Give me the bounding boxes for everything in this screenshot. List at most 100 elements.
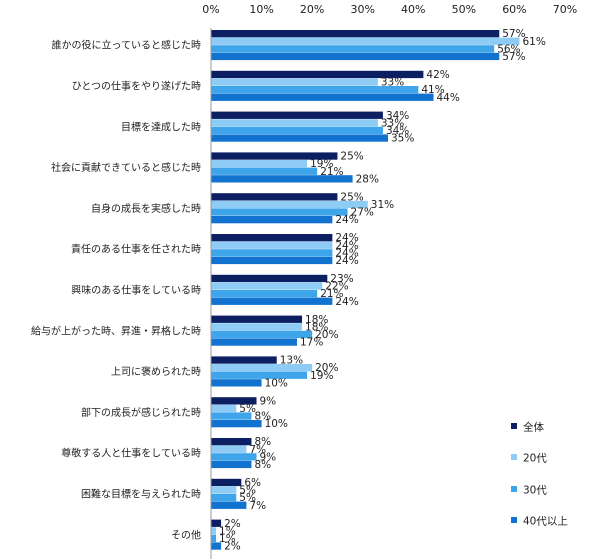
bar [211,45,495,53]
category-label: 自身の成長を実感した時 [91,202,201,215]
x-tick-label: 20% [300,3,324,16]
value-labels: 57%61%56%57%42%33%41%44%34%33%34%35%25%1… [219,28,546,552]
value-label: 5% [239,492,256,504]
bar [211,460,252,469]
value-label: 5% [239,403,256,415]
value-label: 23% [330,273,353,285]
legend-swatch [511,517,517,523]
bar [211,160,308,168]
category-label: 上司に褒められた時 [111,365,201,378]
value-label: 13% [280,355,303,367]
x-tick-label: 50% [452,3,476,16]
bar [211,404,237,413]
bar [211,315,303,323]
bar [211,30,500,38]
value-label: 24% [335,296,358,308]
category-label: その他 [171,528,201,541]
value-label: 31% [371,199,394,211]
category-label: 責任のある仕事を任された時 [71,243,201,256]
x-tick-label: 30% [350,3,374,16]
value-label: 28% [356,173,379,185]
bar [211,216,333,224]
legend-swatch [511,423,517,429]
value-label: 24% [335,247,358,259]
value-label: 44% [437,92,460,104]
value-label: 1% [219,533,236,545]
value-label: 22% [325,281,348,293]
value-label: 5% [239,485,256,497]
bar [211,152,338,160]
value-label: 6% [244,477,261,489]
bar [211,330,313,339]
value-label: 56% [497,43,520,55]
bar [211,200,368,209]
category-label: 困難な目標を与えられた時 [81,488,201,501]
category-label: ひとつの仕事をやり遂げた時 [72,80,201,93]
value-label: 33% [381,117,404,129]
value-label: 34% [386,110,409,122]
category-label: 尊敬する人と仕事をしている時 [61,447,201,460]
bar [211,412,252,420]
bar [211,453,257,461]
category-labels: 誰かの役に立っていると感じた時ひとつの仕事をやり遂げた時目標を達成した時社会に貢… [31,39,201,542]
value-label: 21% [320,288,343,300]
value-label: 1% [219,525,236,537]
bar [211,282,323,290]
bar [211,501,247,509]
value-label: 57% [502,51,525,63]
bar [211,86,419,94]
x-tick-label: 10% [249,3,273,16]
value-label: 24% [335,255,358,267]
bar [211,256,333,265]
legend-swatch [511,454,517,460]
bar [211,241,333,249]
bar [211,542,222,550]
value-label: 10% [265,377,288,389]
value-label: 19% [310,158,333,170]
bar [211,486,237,494]
legend-label: 20代 [523,453,547,465]
value-label: 8% [254,411,271,423]
value-label: 17% [300,337,323,349]
bar [211,37,520,45]
bar [211,297,333,305]
value-label: 7% [249,500,266,512]
value-label: 24% [335,214,358,226]
legend-label: 30代 [523,485,547,497]
bar [211,234,333,242]
bar [211,323,303,331]
value-label: 9% [260,451,277,463]
bar [211,249,333,257]
bar [211,397,257,405]
value-label: 35% [391,133,414,145]
bar [211,379,262,387]
legend-label: 40代以上 [523,516,568,528]
x-tick-label: 60% [502,3,526,16]
x-tick-label: 70% [553,3,577,16]
category-label: 社会に貢献できていると感じた時 [51,161,201,174]
value-label: 8% [254,436,271,448]
category-label: 部下の成長が感じられた時 [81,406,201,419]
bar [211,52,500,61]
legend-swatch [511,486,517,492]
value-label: 10% [265,418,288,430]
bar [211,527,217,535]
bars [211,30,520,550]
value-label: 21% [320,166,343,178]
bar [211,167,318,175]
bar [211,438,252,446]
category-label: 目標を達成した時 [121,120,201,133]
value-label: 25% [340,151,363,163]
category-label: 誰かの役に立っていると感じた時 [52,39,202,52]
bar [211,445,247,453]
value-label: 9% [260,395,277,407]
bar [211,356,277,364]
bar [211,111,383,119]
bar [211,193,338,201]
category-label: 興味のある仕事をしている時 [71,284,201,297]
value-label: 42% [426,69,449,81]
bar [211,70,424,79]
value-label: 7% [249,444,266,456]
value-label: 34% [386,125,409,137]
